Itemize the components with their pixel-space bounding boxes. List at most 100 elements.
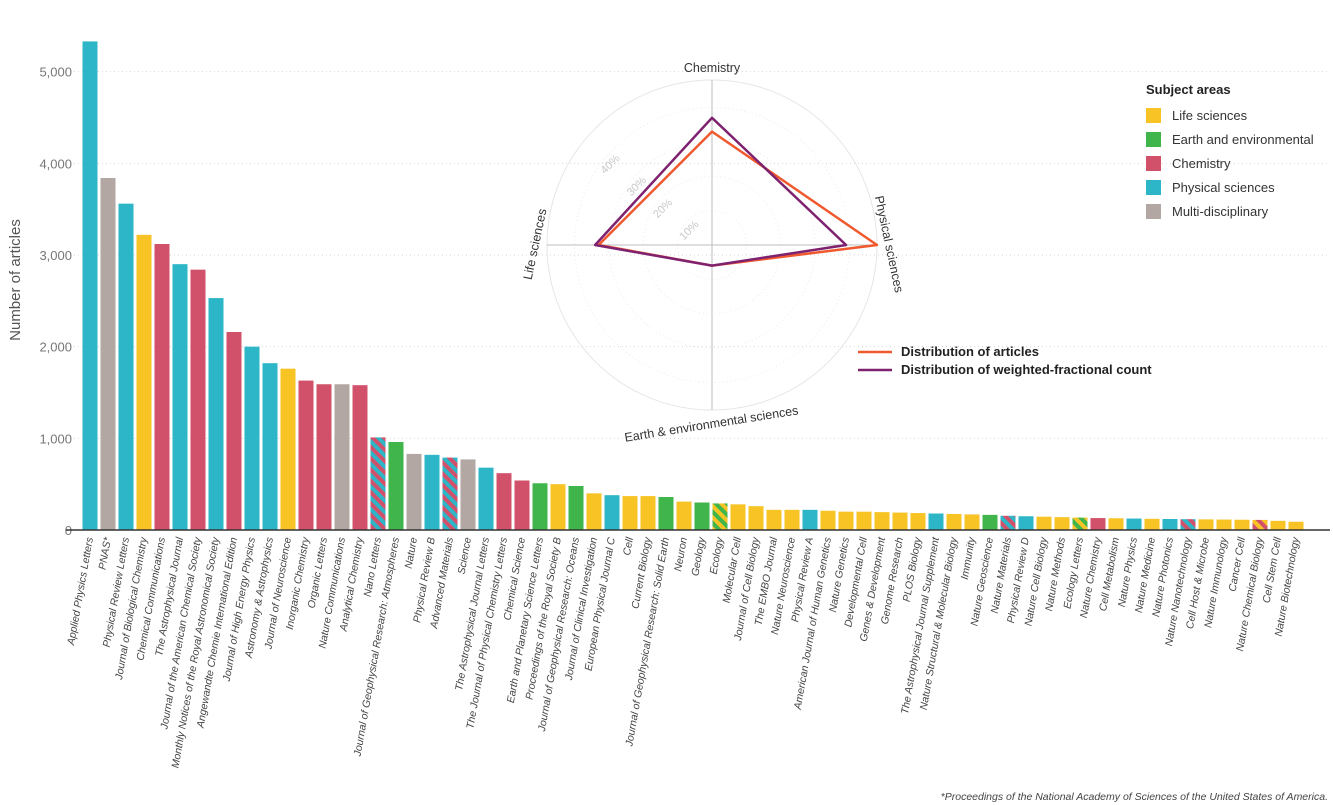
bar <box>640 496 656 530</box>
bar <box>262 363 278 530</box>
legend-label: Multi-disciplinary <box>1172 204 1269 219</box>
y-tick-label: 1,000 <box>39 431 72 446</box>
bar <box>1162 519 1178 530</box>
bar <box>964 514 980 530</box>
bar <box>1090 518 1106 530</box>
bar <box>1216 519 1232 530</box>
bar <box>532 483 548 530</box>
bar <box>424 454 440 530</box>
bar <box>280 368 296 530</box>
bar <box>154 244 170 530</box>
legend-title: Subject areas <box>1146 82 1231 97</box>
radar-axis-label: Life sciences <box>521 207 550 281</box>
bar <box>910 513 926 530</box>
bar <box>802 509 818 530</box>
bar <box>370 437 386 530</box>
bar <box>586 493 602 530</box>
bar <box>658 497 674 530</box>
bar <box>784 509 800 530</box>
bar <box>766 509 782 530</box>
category-label: PNAS* <box>96 536 114 571</box>
bar <box>856 511 872 530</box>
radar-ring-label: 40% <box>599 152 623 176</box>
bar <box>352 385 368 530</box>
bar <box>820 510 836 530</box>
bar <box>298 380 314 530</box>
legend-label: Physical sciences <box>1172 180 1275 195</box>
bar <box>100 178 116 530</box>
bar <box>82 41 98 531</box>
bar <box>442 457 458 530</box>
y-tick-label: 5,000 <box>39 65 72 80</box>
legend-label: Earth and environmental <box>1172 132 1314 147</box>
category-label: Cell <box>621 536 636 557</box>
bar <box>1180 519 1196 530</box>
bar <box>1126 518 1142 530</box>
legend-label: Chemistry <box>1172 156 1231 171</box>
category-label: Immunity <box>959 536 978 581</box>
bar <box>334 384 350 530</box>
legend-swatch <box>1146 156 1161 171</box>
bar <box>550 484 566 530</box>
legend-swatch <box>1146 204 1161 219</box>
legend-items: Life sciences Earth and environmental Chem… <box>1146 108 1314 219</box>
bar <box>1036 516 1052 530</box>
bar <box>1144 518 1160 530</box>
bar <box>676 501 692 530</box>
bar <box>928 513 944 530</box>
bar <box>694 502 710 530</box>
bar <box>1198 519 1214 530</box>
category-label: Science <box>456 536 474 575</box>
bar <box>496 473 512 530</box>
bar <box>1288 521 1304 530</box>
bars <box>82 41 1304 531</box>
bar <box>1072 517 1088 530</box>
bar <box>1270 520 1286 530</box>
bar <box>406 453 422 530</box>
bar <box>604 495 620 530</box>
y-tick-label: 4,000 <box>39 156 72 171</box>
bar <box>514 480 530 530</box>
bar <box>388 442 404 530</box>
bar <box>136 234 152 531</box>
bar <box>568 486 584 530</box>
category-labels: Applied Physics Letters PNAS*Physical Rev… <box>65 535 1302 769</box>
radar-series-polygon <box>593 116 848 267</box>
bar <box>172 264 188 530</box>
bar <box>1234 519 1250 530</box>
bar <box>478 467 494 530</box>
legend-label: Life sciences <box>1172 108 1248 123</box>
bar <box>118 203 134 530</box>
bar <box>316 384 332 530</box>
bar <box>622 496 638 530</box>
bar <box>226 332 242 530</box>
bar <box>1018 516 1034 530</box>
radar-legend-label: Distribution of weighted-fractional coun… <box>901 362 1152 377</box>
legend-swatch <box>1146 108 1161 123</box>
bar <box>712 503 728 530</box>
category-label: Applied Physics Letters <box>65 536 96 647</box>
bar <box>1108 518 1124 530</box>
category-label: Ecology <box>708 536 726 576</box>
category-label: Geology <box>689 536 708 577</box>
radar-ring-label: 20% <box>651 197 675 221</box>
radar-ring-label: 10% <box>678 219 702 243</box>
bar <box>946 513 962 530</box>
bar <box>460 459 476 530</box>
footnote: *Proceedings of the National Academy of … <box>941 791 1328 803</box>
bar <box>1054 517 1070 530</box>
radar-ring-label: 30% <box>625 174 649 198</box>
radar-legend-label: Distribution of articles <box>901 344 1039 359</box>
bar <box>208 298 224 530</box>
category-label: Neuron <box>672 536 690 572</box>
legend-swatch <box>1146 180 1161 195</box>
bar <box>838 511 854 530</box>
radar-axis-label: Chemistry <box>684 61 741 75</box>
subject-legend: Subject areas Life sciences Earth and env… <box>1146 82 1314 219</box>
y-tick-label: 3,000 <box>39 248 72 263</box>
bar <box>730 504 746 530</box>
category-label: Nature <box>403 536 420 569</box>
